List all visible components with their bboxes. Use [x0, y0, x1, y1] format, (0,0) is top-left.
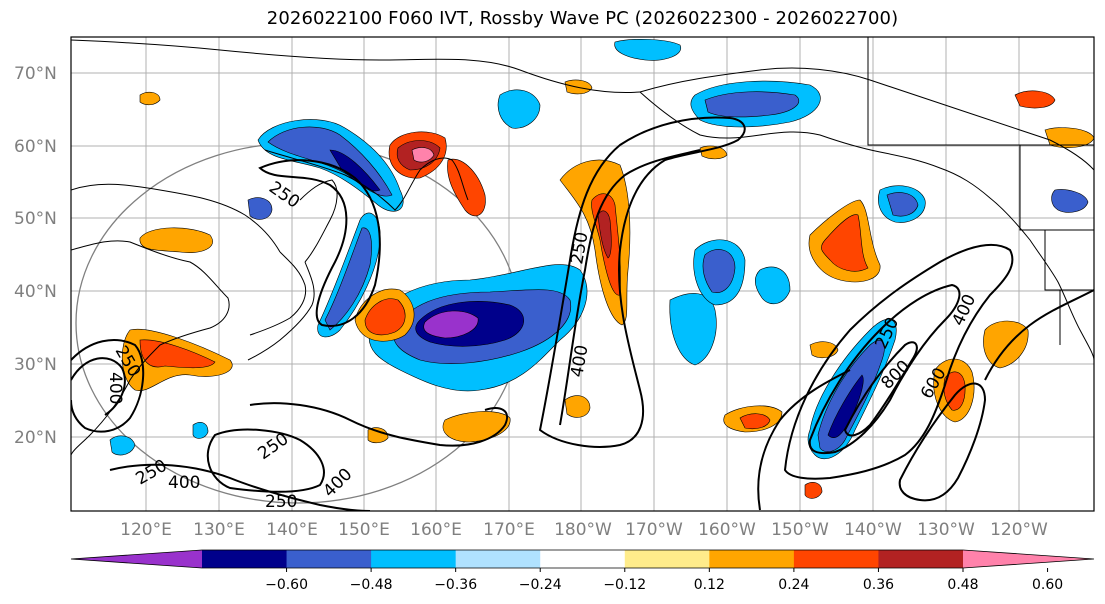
colorbar-swatch	[793, 550, 879, 568]
colorbar-swatch	[371, 550, 457, 568]
map-frame	[70, 36, 1095, 512]
lon-label: 140°W	[844, 520, 902, 540]
colorbar-tick-label: −0.48	[350, 577, 393, 593]
colorbar-swatch	[709, 550, 795, 568]
longitude-labels: 120°E 130°E 140°E 150°E 160°E 170°E 180°…	[120, 520, 1048, 540]
lon-label: 160°E	[410, 520, 462, 540]
colorbar: −0.60 −0.48 −0.36 −0.24 −0.12 0.12 0.24 0.36 0.4…	[70, 549, 1095, 593]
ivt-contours	[71, 116, 1094, 511]
colorbar-swatch	[624, 550, 710, 568]
lon-label: 130°E	[193, 520, 245, 540]
lon-label: 150°W	[771, 520, 829, 540]
gridlines	[71, 37, 1094, 511]
colorbar-tick-label: 0.36	[863, 577, 894, 593]
colorbar-swatch	[455, 550, 541, 568]
colorbar-outline	[70, 549, 1095, 569]
lon-label: 170°W	[625, 520, 683, 540]
lon-label: 170°E	[483, 520, 535, 540]
colorbar-swatch	[202, 550, 288, 568]
map-title: 2026022100 F060 IVT, Rossby Wave PC (202…	[266, 8, 899, 29]
lon-label: 120°E	[120, 520, 172, 540]
ivt-shading	[109, 39, 1094, 499]
colorbar-swatch	[286, 550, 372, 568]
lon-label: 120°W	[990, 520, 1048, 540]
contour-label: 400	[105, 372, 125, 404]
colorbar-tick-label: −0.24	[519, 577, 562, 593]
colorbar-tick-label: 0.12	[694, 577, 725, 593]
lon-label: 160°W	[698, 520, 756, 540]
colorbar-tick-label: 0.24	[778, 577, 809, 593]
lon-label: 130°W	[917, 520, 975, 540]
lat-label: 40°N	[14, 282, 57, 302]
colorbar-tick-label: −0.12	[603, 577, 646, 593]
colorbar-tick-label: −0.36	[434, 577, 477, 593]
colorbar-extend-max	[963, 550, 1094, 568]
latitude-labels: 70°N 60°N 50°N 40°N 30°N 20°N	[14, 64, 57, 448]
colorbar-tick-label: −0.60	[265, 577, 308, 593]
colorbar-extend-min	[71, 550, 202, 568]
colorbar-swatch	[878, 550, 964, 568]
colorbar-tick-label: 0.48	[947, 577, 978, 593]
lat-label: 30°N	[14, 355, 57, 375]
lon-label: 140°E	[266, 520, 318, 540]
coastlines	[71, 37, 1094, 456]
lon-label: 150°E	[338, 520, 390, 540]
colorbar-tick-label: 0.60	[1032, 577, 1063, 593]
lat-label: 60°N	[14, 137, 57, 157]
lon-label: 180°W	[554, 520, 612, 540]
colorbar-swatch	[540, 550, 626, 568]
lat-label: 50°N	[14, 209, 57, 229]
contour-label: 400	[168, 473, 200, 493]
lat-label: 70°N	[14, 64, 57, 84]
lat-label: 20°N	[14, 428, 57, 448]
contour-label: 250	[265, 492, 297, 512]
